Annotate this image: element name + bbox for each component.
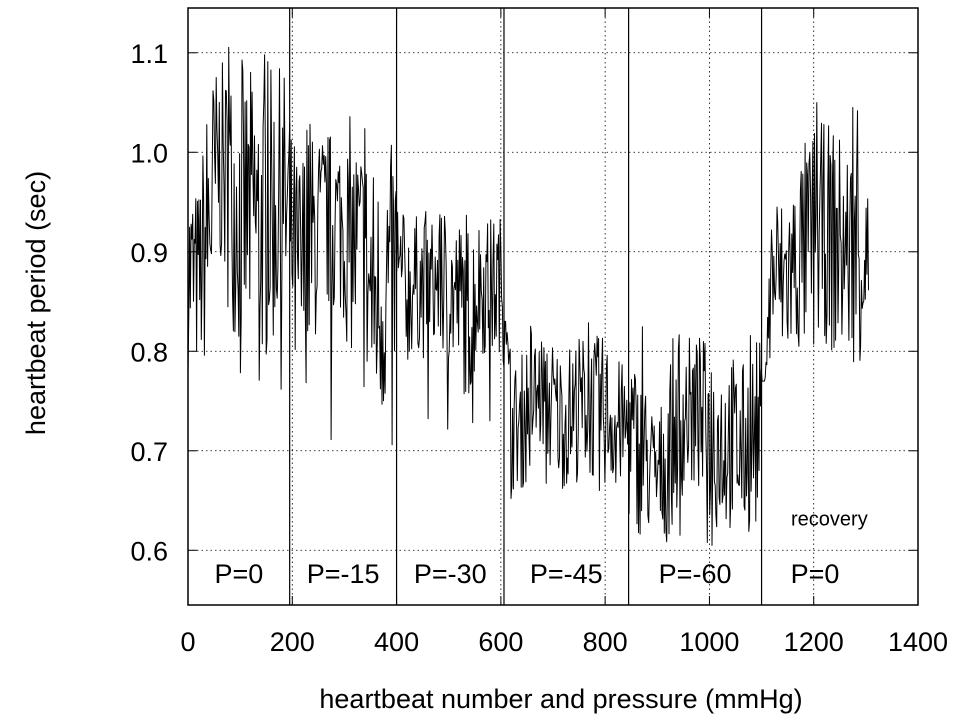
- y-tick-label: 0.6: [130, 536, 168, 566]
- x-tick-label: 1000: [679, 627, 739, 657]
- y-tick-label: 0.7: [130, 437, 168, 467]
- y-tick-label: 0.9: [130, 238, 168, 268]
- x-tick-label: 1400: [888, 627, 948, 657]
- y-tick-label: 1.1: [130, 39, 168, 69]
- x-tick-label: 600: [478, 627, 523, 657]
- heartbeat-period-line: [187, 46, 869, 546]
- y-axis-label: heartbeat period (sec): [21, 171, 51, 435]
- phase-labels: P=0 P=-15 P=-30 P=-45 P=-60 P=0: [214, 559, 839, 589]
- phase-label: P=-60: [659, 559, 732, 589]
- phase-label: P=-15: [307, 559, 380, 589]
- phase-label: P=0: [214, 559, 263, 589]
- recovery-annotation: recovery: [791, 508, 868, 530]
- axis-ticks: [187, 8, 919, 605]
- phase-label: P=-30: [414, 559, 487, 589]
- phase-label: P=0: [791, 559, 840, 589]
- y-tick-label: 0.8: [130, 337, 168, 367]
- x-axis-label: heartbeat number and pressure (mmHg): [319, 684, 802, 714]
- y-tick-label: 1.0: [130, 138, 168, 168]
- x-tick-labels: 0 200 400 600 800 1000 1200 1400: [180, 627, 948, 657]
- plot-frame: [187, 7, 919, 606]
- annotations: recovery: [791, 508, 868, 530]
- x-tick-label: 1200: [784, 627, 844, 657]
- phase-boundaries: [289, 8, 763, 605]
- y-tick-labels: 0.6 0.7 0.8 0.9 1.0 1.1: [130, 39, 168, 567]
- x-tick-label: 400: [374, 627, 419, 657]
- phase-label: P=-45: [530, 559, 603, 589]
- x-tick-label: 0: [180, 627, 195, 657]
- x-tick-label: 800: [583, 627, 628, 657]
- x-tick-label: 200: [270, 627, 315, 657]
